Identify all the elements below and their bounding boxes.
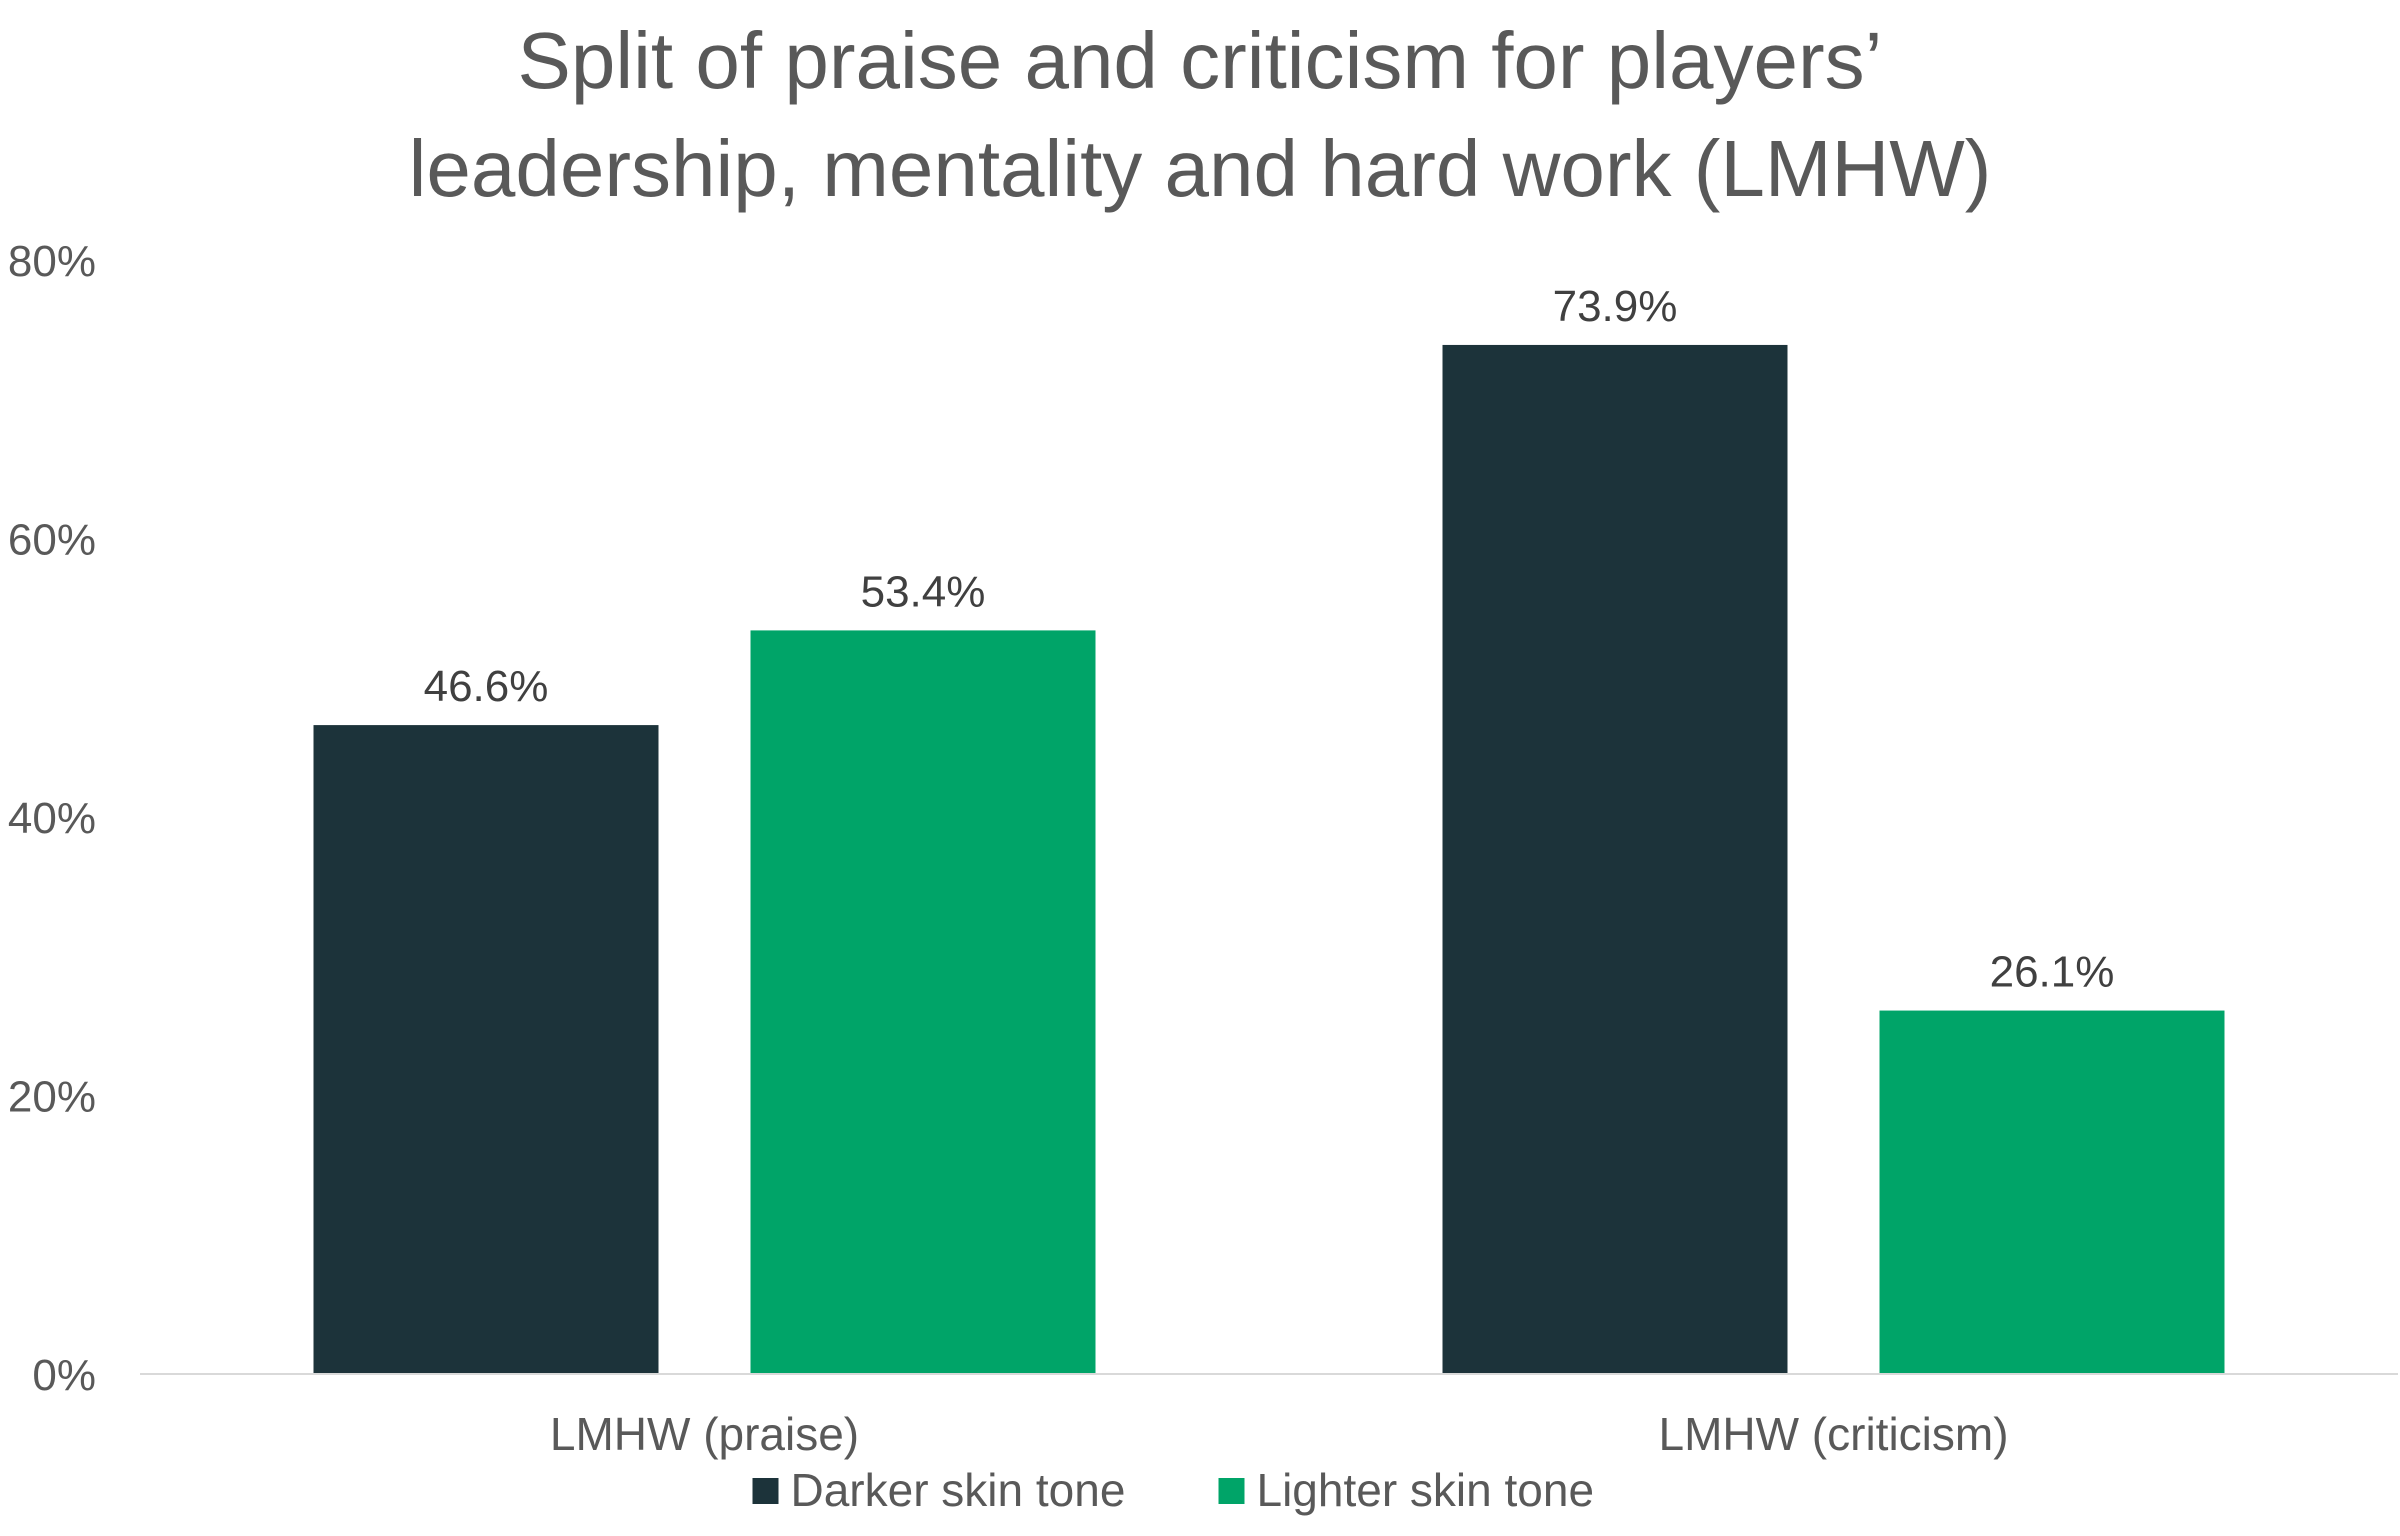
data-label: 46.6% (424, 662, 549, 711)
legend-label: Darker skin tone (791, 1464, 1126, 1516)
legend-item-lighter: Lighter skin tone (1218, 1464, 1595, 1516)
chart-title-line-2: leadership, mentality and hard work (LMH… (409, 124, 1992, 213)
y-axis: 0% 20% 40% 60% 80% (8, 237, 96, 1400)
x-axis: LMHW (praise) LMHW (criticism) (550, 1408, 2009, 1460)
y-tick-label: 60% (8, 516, 96, 565)
bar-lighter-0 (750, 630, 1096, 1374)
x-category-label: LMHW (criticism) (1658, 1408, 2008, 1460)
chart-title: Split of praise and criticism for player… (409, 16, 1992, 213)
chart-title-line-1: Split of praise and criticism for player… (518, 16, 1883, 105)
bar-darker-0 (313, 725, 659, 1374)
data-label: 73.9% (1553, 282, 1678, 331)
data-label: 26.1% (1990, 948, 2115, 997)
plot-area: 46.6% 53.4% 73.9% 26.1% (313, 282, 2225, 1374)
y-tick-label: 40% (8, 794, 96, 843)
x-category-label: LMHW (praise) (550, 1408, 859, 1460)
legend-label: Lighter skin tone (1257, 1464, 1595, 1516)
y-tick-label: 20% (8, 1073, 96, 1122)
y-tick-label: 0% (32, 1351, 96, 1400)
legend-item-darker: Darker skin tone (752, 1464, 1126, 1516)
y-tick-label: 80% (8, 237, 96, 286)
legend: Darker skin tone Lighter skin tone (752, 1464, 1595, 1516)
data-label: 53.4% (861, 567, 986, 616)
legend-swatch (1218, 1478, 1245, 1504)
legend-swatch (752, 1478, 779, 1504)
bar-lighter-1 (1879, 1010, 2225, 1374)
bar-darker-1 (1442, 344, 1788, 1374)
